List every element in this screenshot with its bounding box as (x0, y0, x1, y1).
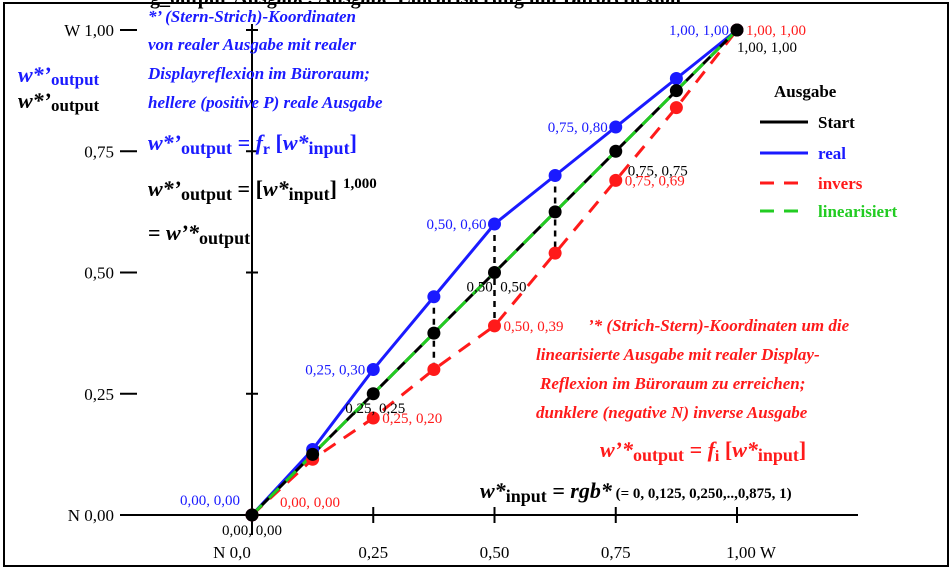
axes (120, 24, 858, 535)
point-label: 0,25, 0,25 (345, 401, 405, 417)
marker-invers (427, 363, 441, 376)
y-tick-label: W 1,00 (64, 21, 114, 40)
marker-invers (669, 101, 683, 115)
point-label: 0,50, 0,60 (427, 217, 487, 233)
legend: Ausgabe Start real invers linearisiert (760, 82, 898, 221)
marker-Start (488, 266, 501, 279)
legend-label-real: real (818, 144, 846, 163)
formula-equals: = w’*output (148, 220, 250, 248)
marker-real (548, 169, 562, 182)
x-tick-label: 0,75 (601, 543, 631, 562)
red-note-3: Reflexion im Büroraum zu erreichen; (539, 374, 805, 393)
point-labels-layer: 0,00, 0,00 0,00, 0,00 0,00, 0,00 0,25, 0,30… (180, 23, 806, 539)
point-label: 1,00, 1,00 (746, 23, 806, 39)
marker-Start (245, 508, 259, 522)
point-label: 1,00, 1,00 (737, 40, 797, 56)
marker-Start (548, 205, 562, 219)
point-label: 0,00, 0,00 (222, 523, 282, 539)
formula-start: w*’output = [w*input] 1,000 (148, 176, 377, 204)
marker-real (669, 72, 683, 85)
red-note-2: linearisierte Ausgabe mit realer Display… (536, 345, 820, 364)
legend-title: Ausgabe (774, 82, 837, 101)
legend-label-invers: invers (818, 174, 863, 193)
marker-Start (669, 84, 683, 98)
marker-Start (609, 144, 623, 158)
red-note-1: ’* (Strich-Stern)-Koordinaten um die (588, 316, 850, 335)
marker-invers (488, 319, 501, 333)
blue-note-3: Displayreflexion im Büroraum; (147, 64, 370, 83)
point-label: 0,25, 0,20 (382, 411, 442, 427)
legend-label-linearisiert: linearisiert (818, 202, 898, 221)
formula-input: w*input = rgb* (= 0, 0,125, 0,250,..,0,8… (480, 478, 792, 506)
y-label-blue-sub: output (51, 70, 100, 89)
y-tick-label: 0,50 (84, 264, 114, 283)
marker-invers (609, 173, 623, 187)
y-tick-label: 0,75 (84, 142, 114, 161)
y-tick-label: N 0,00 (68, 506, 114, 525)
formula-invers: w’*output = fi [w*input] (600, 437, 806, 465)
point-label: 0,75, 0,75 (628, 163, 688, 179)
y-tick-label: 0,25 (84, 385, 114, 404)
point-label: 0,50, 0,39 (504, 319, 564, 335)
point-label: 0,75, 0,69 (625, 173, 685, 189)
marker-real (488, 217, 501, 231)
marker-Start (427, 326, 441, 340)
marker-invers (366, 411, 380, 425)
marker-real (609, 120, 623, 134)
point-label: 0,50, 0,50 (467, 280, 527, 296)
y-label-black-sub: output (51, 96, 100, 115)
legend-label-start: Start (818, 113, 855, 132)
y-label-black: w*’output (18, 88, 100, 115)
point-label: 0,00, 0,00 (280, 495, 340, 511)
tick-labels-layer: N 0,0 0,25 0,50 0,75 1,00 W N 0,00 0,25 0,50 0,7… (64, 21, 777, 562)
blue-note-4: hellere (positive P) reale Ausgabe (148, 93, 383, 112)
frame (3, 2, 949, 567)
point-label: 0,00, 0,00 (180, 493, 240, 509)
point-label: 0,25, 0,30 (305, 363, 365, 379)
x-tick-label: 0,25 (358, 543, 388, 562)
y-label-blue: w*’output (18, 62, 100, 89)
marker-Start (366, 387, 380, 401)
point-label: 0,75, 0,80 (548, 120, 608, 136)
marker-Start (306, 447, 320, 461)
marker-Start (730, 23, 744, 37)
x-tick-label: 0,50 (480, 543, 510, 562)
x-tick-label: N 0,0 (213, 543, 251, 562)
blue-note-2: von realer Ausgabe mit realer (148, 35, 356, 54)
x-tick-label: 1,00 W (726, 543, 777, 562)
markers-layer (245, 23, 744, 522)
red-note-4: dunklere (negative N) inverse Ausgabe (536, 403, 808, 422)
blue-note-1: *’ (Stern-Strich)-Koordinaten (148, 7, 356, 26)
marker-real (427, 290, 441, 304)
chart-title: g_output-Ausgabe: Ausgabe-Linearisierung… (150, 0, 681, 9)
marker-real (366, 363, 380, 376)
marker-invers (548, 246, 562, 260)
formula-real: w*’output = fr [w*input] (148, 130, 357, 158)
series-line-invers (250, 29, 739, 517)
point-label: 1,00, 1,00 (669, 23, 729, 39)
